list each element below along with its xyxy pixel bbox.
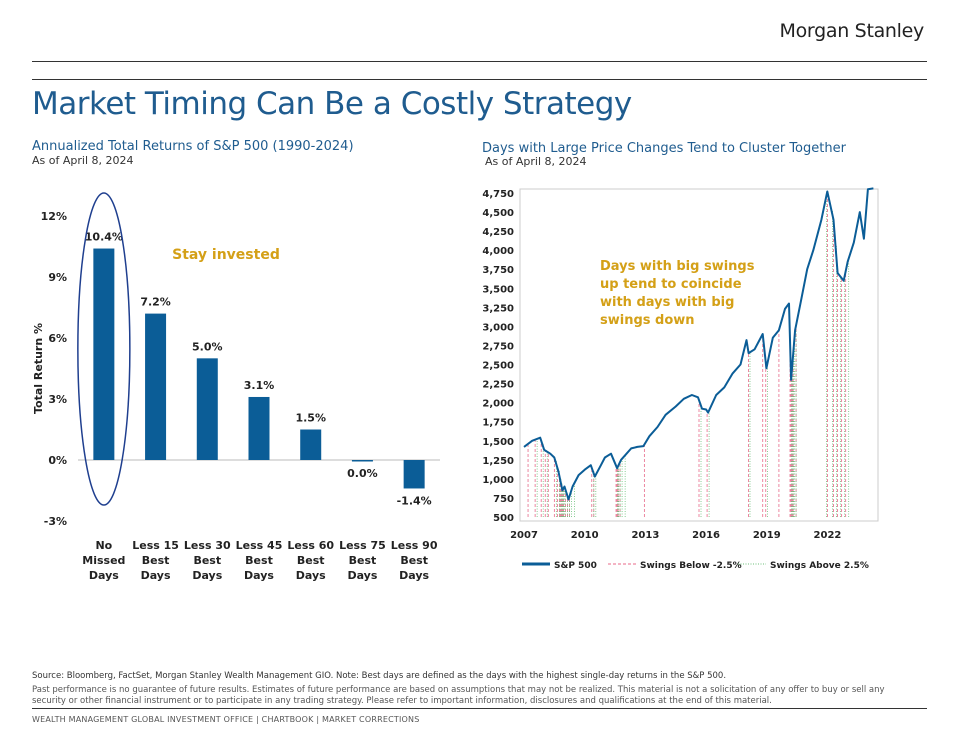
bar xyxy=(196,358,218,460)
cluster-annotation-line: swings down xyxy=(600,313,695,328)
category-label: Less 45 xyxy=(236,539,283,552)
right-chart-as-of: As of April 8, 2024 xyxy=(485,155,587,168)
category-label: Best xyxy=(349,554,377,567)
y-tick-label: 1,250 xyxy=(482,456,514,467)
cluster-annotation-line: Days with big swings xyxy=(600,259,755,274)
y-axis-label: Total Return % xyxy=(32,323,45,414)
returns-bar-chart: -3% 0% 3% 6% 9% 12% Total Return % 10.4% No Misse… xyxy=(32,192,440,582)
y-tick-label: 1,500 xyxy=(482,437,514,448)
category-label: Days xyxy=(141,569,171,582)
bar xyxy=(248,396,270,460)
cluster-annotation-line: with days with big xyxy=(600,295,734,310)
y-tick-label: 3,000 xyxy=(482,322,514,333)
y-tick-label: 12% xyxy=(41,210,67,223)
category-label: Less 75 xyxy=(339,539,386,552)
y-tick-label: -3% xyxy=(44,515,67,528)
plot-area-border xyxy=(519,188,879,522)
cluster-annotation-line: up tend to coincide xyxy=(600,277,742,292)
bar-value-label: -1.4% xyxy=(397,494,432,507)
y-tick-label: 3,250 xyxy=(482,303,514,314)
category-label: No xyxy=(95,539,112,552)
y-tick-label: 9% xyxy=(48,271,67,284)
y-tick-label: 750 xyxy=(493,494,514,505)
category-label: Less 30 xyxy=(184,539,231,552)
sp500-line-chart: 500 750 1,000 1,250 1,500 1,750 2,000 2,250 2,50… xyxy=(482,187,879,571)
bar xyxy=(403,460,425,489)
y-tick-label: 0% xyxy=(48,454,67,467)
y-tick-label: 1,000 xyxy=(482,475,514,486)
x-tick-label: 2019 xyxy=(753,530,781,541)
footer-text: WEALTH MANAGEMENT GLOBAL INVESTMENT OFFI… xyxy=(32,715,420,724)
category-label: Missed xyxy=(82,554,125,567)
bar xyxy=(300,429,322,460)
header-rule-top xyxy=(32,61,927,62)
legend-sp500-label: S&P 500 xyxy=(554,561,597,571)
y-tick-label: 2,250 xyxy=(482,380,514,391)
source-note: Source: Bloomberg, FactSet, Morgan Stanl… xyxy=(32,671,727,681)
right-chart-subtitle: Days with Large Price Changes Tend to Cl… xyxy=(482,141,846,156)
x-tick-label: 2007 xyxy=(510,530,538,541)
y-tick-label: 500 xyxy=(493,513,514,524)
category-label: Days xyxy=(296,569,326,582)
y-tick-label: 2,750 xyxy=(482,341,514,352)
category-label: Days xyxy=(244,569,274,582)
category-label: Less 15 xyxy=(132,539,179,552)
bar-value-label: 3.1% xyxy=(244,379,275,392)
y-tick-label: 2,500 xyxy=(482,361,514,372)
category-label: Less 90 xyxy=(391,539,438,552)
category-label: Best xyxy=(400,554,428,567)
legend-above-label: Swings Above 2.5% xyxy=(770,561,869,571)
category-label: Best xyxy=(245,554,273,567)
category-label: Best xyxy=(142,554,170,567)
x-tick-label: 2013 xyxy=(631,530,659,541)
category-label: Less 60 xyxy=(287,539,334,552)
category-label: Days xyxy=(347,569,377,582)
bar xyxy=(93,248,115,460)
y-tick-label: 1,750 xyxy=(482,418,514,429)
footer-rule xyxy=(32,708,927,709)
page-title: Market Timing Can Be a Costly Strategy xyxy=(32,86,632,122)
bar-value-label: 0.0% xyxy=(347,467,378,480)
y-tick-label: 3,500 xyxy=(482,284,514,295)
y-tick-label: 4,000 xyxy=(482,246,514,257)
category-label: Days xyxy=(192,569,222,582)
y-tick-label: 4,250 xyxy=(482,227,514,238)
category-label: Days xyxy=(399,569,429,582)
y-tick-label: 3,750 xyxy=(482,265,514,276)
category-label: Best xyxy=(193,554,221,567)
x-tick-label: 2022 xyxy=(814,530,842,541)
disclaimer: Past performance is no guarantee of futu… xyxy=(32,685,885,706)
highlight-ellipse xyxy=(77,192,131,506)
bar xyxy=(351,460,373,462)
header-rule-bottom xyxy=(32,79,927,80)
bar-value-label: 5.0% xyxy=(192,340,223,353)
y-tick-label: 6% xyxy=(48,332,67,345)
y-tick-label: 4,750 xyxy=(482,189,514,200)
bar-value-label: 7.2% xyxy=(140,296,171,309)
left-chart-subtitle: Annualized Total Returns of S&P 500 (199… xyxy=(32,139,354,154)
x-tick-label: 2016 xyxy=(692,530,720,541)
brand-logo: Morgan Stanley xyxy=(779,20,925,42)
bar xyxy=(145,313,167,460)
bar-value-label: 1.5% xyxy=(295,412,326,425)
bar-value-label: 10.4% xyxy=(85,231,123,244)
stay-invested-annotation: Stay invested xyxy=(172,247,280,263)
legend-below-label: Swings Below -2.5% xyxy=(640,561,742,571)
sp500-series-line xyxy=(523,187,874,501)
category-label: Best xyxy=(297,554,325,567)
left-chart-as-of: As of April 8, 2024 xyxy=(32,154,134,167)
category-label: Days xyxy=(89,569,119,582)
y-tick-label: 2,000 xyxy=(482,399,514,410)
y-tick-label: 4,500 xyxy=(482,208,514,219)
x-tick-label: 2010 xyxy=(571,530,599,541)
y-tick-label: 3% xyxy=(48,393,67,406)
